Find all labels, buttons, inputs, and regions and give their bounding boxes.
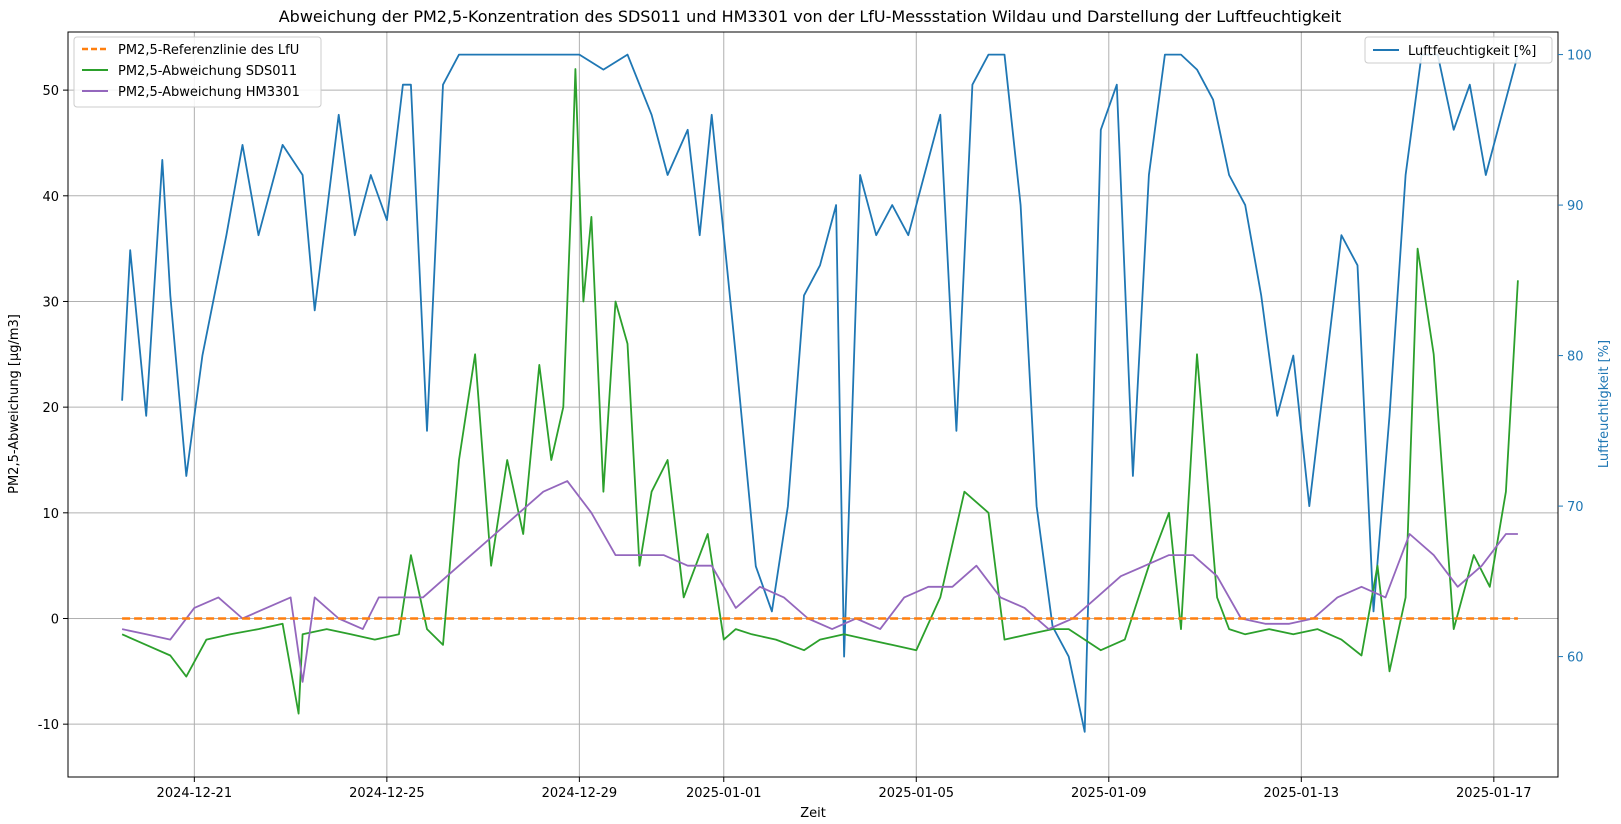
y-right-tick-label: 90	[1567, 199, 1584, 214]
legend-left-box	[73, 36, 322, 108]
y-axis-label: PM2,5-Abweichung [µg/m3]	[7, 314, 22, 494]
y-tick-label: -10	[38, 718, 59, 733]
x-axis: 2024-12-21 2024-12-25 2024-12-29 2025-01-01…	[157, 777, 1532, 801]
plot-frame	[67, 31, 1559, 778]
legend-right: Luftfeuchtigkeit [%]	[1364, 36, 1553, 64]
y-right-tick-label: 100	[1567, 49, 1592, 64]
y-right-tick-label: 60	[1567, 651, 1584, 666]
y-tick-label: 20	[42, 401, 59, 416]
legend-left: PM2,5-Referenzlinie des LfU PM2,5-Abweic…	[73, 36, 322, 108]
legend-label-reference: PM2,5-Referenzlinie des LfU	[118, 43, 299, 58]
y-right-tick-label: 80	[1567, 350, 1584, 365]
legend-label-sds011: PM2,5-Abweichung SDS011	[118, 64, 297, 79]
x-tick-label: 2025-01-13	[1264, 786, 1340, 801]
x-tick-label: 2025-01-17	[1456, 786, 1532, 801]
y-axis-left: -10 0 10 20 30 40 50	[38, 84, 68, 733]
x-tick-label: 2025-01-09	[1071, 786, 1147, 801]
legend-right-box	[1364, 36, 1553, 64]
chart-title: Abweichung der PM2,5-Konzentration des S…	[279, 7, 1342, 26]
y-tick-label: 10	[42, 507, 59, 522]
y-right-tick-label: 70	[1567, 500, 1584, 515]
series-layer	[121, 53, 1519, 733]
y-tick-label: 40	[42, 190, 59, 205]
legend-label-humidity: Luftfeuchtigkeit [%]	[1408, 44, 1536, 59]
x-tick-label: 2024-12-25	[349, 786, 425, 801]
y-axis-right: 60 70 80 90 100	[1558, 49, 1592, 666]
x-tick-label: 2025-01-05	[878, 786, 954, 801]
y-tick-label: 30	[42, 295, 59, 310]
x-tick-label: 2024-12-21	[157, 786, 233, 801]
legend-label-hm3301: PM2,5-Abweichung HM3301	[118, 85, 300, 100]
x-tick-label: 2025-01-01	[686, 786, 762, 801]
y-axis-right-label: Luftfeuchtigkeit [%]	[1597, 340, 1612, 468]
y-tick-label: 50	[42, 84, 59, 99]
y-tick-label: 0	[51, 612, 59, 627]
x-axis-label: Zeit	[800, 806, 826, 821]
series-sds011-line	[121, 68, 1519, 715]
x-tick-label: 2024-12-29	[542, 786, 618, 801]
series-hm3301-line	[121, 480, 1518, 683]
series-humidity-line	[121, 53, 1519, 733]
